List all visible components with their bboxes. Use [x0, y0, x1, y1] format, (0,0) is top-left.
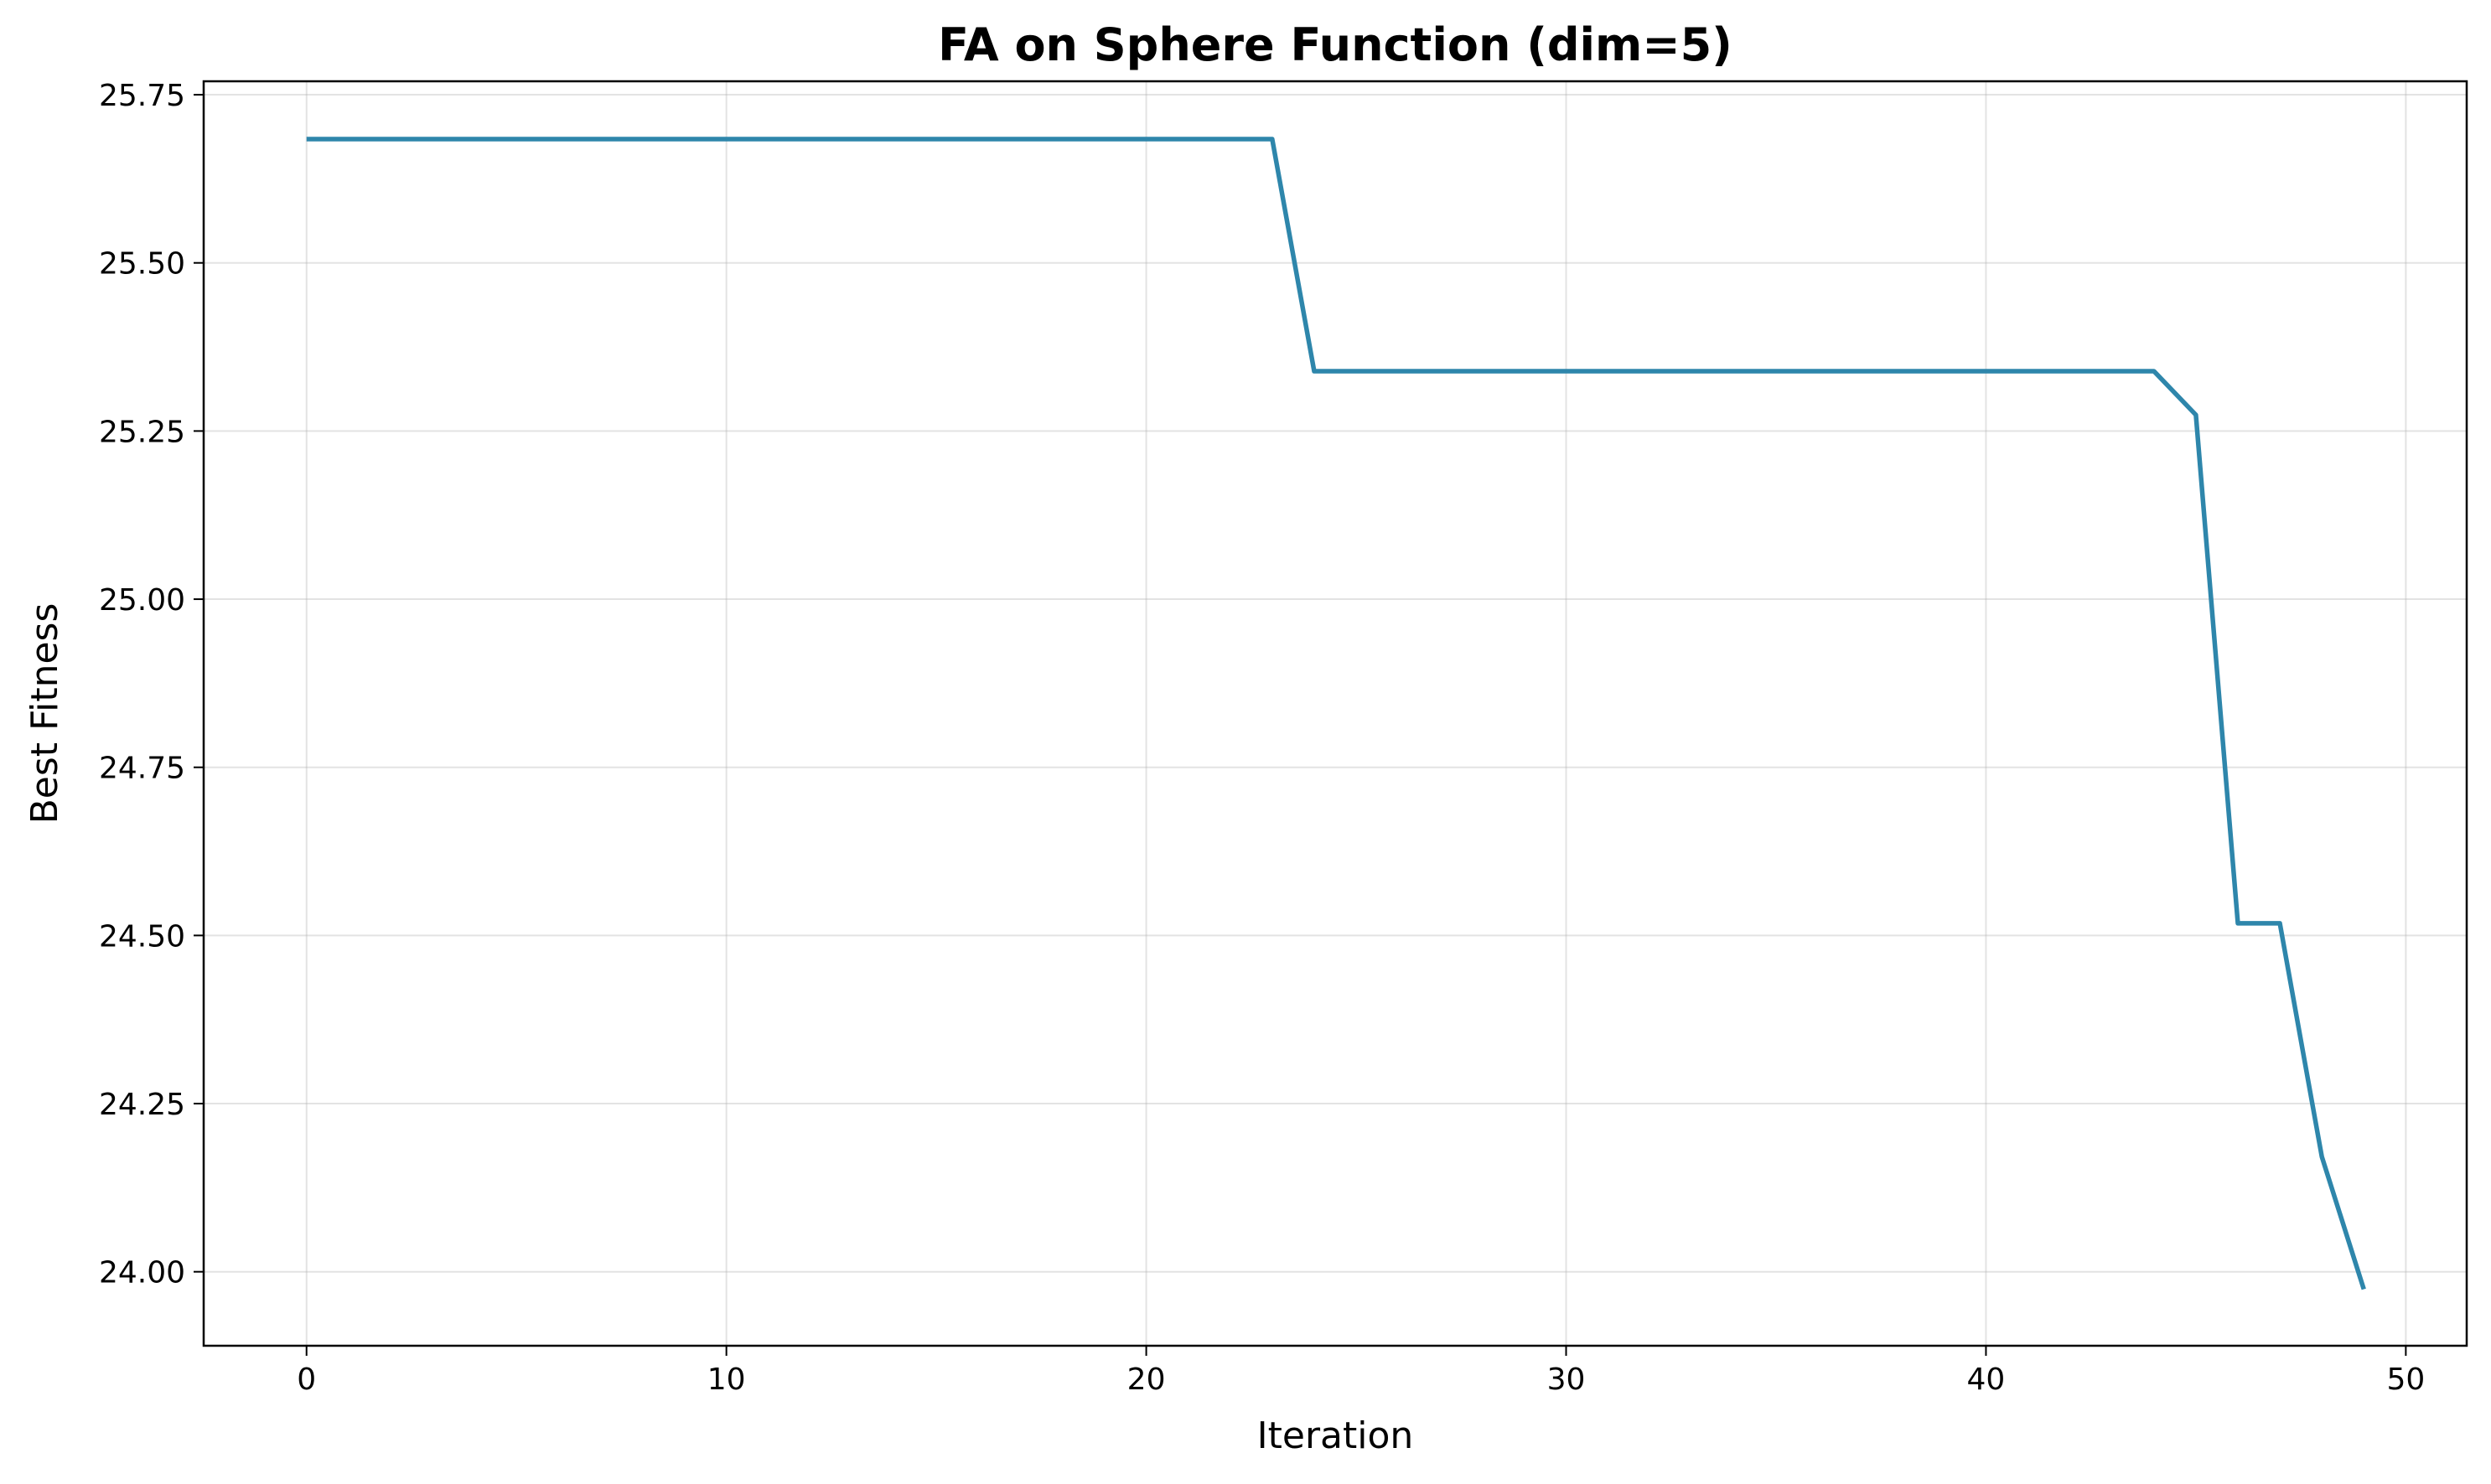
data-point	[2277, 921, 2282, 926]
data-point	[346, 137, 351, 142]
data-point	[598, 137, 603, 142]
data-point	[1815, 369, 1820, 374]
grid	[204, 81, 2467, 1346]
data-point	[1941, 369, 1946, 374]
data-point	[1186, 137, 1191, 142]
data-point	[850, 137, 855, 142]
data-point	[1479, 369, 1484, 374]
y-tick-label: 24.50	[99, 919, 185, 954]
x-tick-label: 20	[1127, 1362, 1166, 1397]
y-tick-label: 25.50	[99, 247, 185, 282]
y-axis-label: Best Fitness	[23, 603, 66, 825]
chart-title: FA on Sphere Function (dim=5)	[938, 18, 1732, 71]
data-point	[1564, 369, 1569, 374]
data-point	[472, 137, 477, 142]
data-point	[1983, 369, 1988, 374]
data-point	[1648, 369, 1653, 374]
y-tick-label: 24.25	[99, 1088, 185, 1122]
x-tick-label: 30	[1547, 1362, 1586, 1397]
data-point	[2152, 369, 2157, 374]
y-tick-label: 24.00	[99, 1256, 185, 1290]
data-point	[430, 137, 435, 142]
data-point	[2026, 369, 2031, 374]
series-line	[306, 137, 2366, 1290]
x-tick-label: 0	[297, 1362, 316, 1397]
y-tick-label: 25.25	[99, 415, 185, 449]
data-point	[1606, 369, 1611, 374]
data-point	[1144, 137, 1149, 142]
data-point	[1437, 369, 1442, 374]
data-point	[1899, 369, 1904, 374]
y-tick-label: 24.75	[99, 752, 185, 786]
data-point	[1228, 137, 1233, 142]
x-axis-ticks: 0 10 20 30 40 50	[297, 1346, 2425, 1397]
y-axis-ticks: 24.00 24.25 24.50 24.75 25.00 25.25 25.50 25.75	[99, 79, 204, 1290]
data-point	[1690, 369, 1695, 374]
y-tick-label: 25.75	[99, 79, 185, 113]
x-tick-label: 10	[707, 1362, 746, 1397]
data-point	[2319, 1154, 2324, 1159]
data-point	[1732, 369, 1737, 374]
data-point	[1018, 137, 1023, 142]
data-point	[934, 137, 939, 142]
data-point	[682, 137, 687, 142]
data-point	[640, 137, 645, 142]
y-tick-label: 25.00	[99, 583, 185, 618]
data-point	[1270, 137, 1275, 142]
data-point	[2110, 369, 2115, 374]
data-point	[1312, 369, 1317, 374]
data-point	[766, 137, 771, 142]
data-point	[1354, 369, 1359, 374]
data-point	[808, 137, 813, 142]
data-point	[976, 137, 981, 142]
series-layer	[304, 137, 2366, 1292]
data-point	[1521, 369, 1526, 374]
data-point	[724, 137, 729, 142]
data-point	[1059, 137, 1064, 142]
data-point	[388, 137, 393, 142]
plot-area-frame	[202, 80, 2468, 1347]
data-point	[514, 137, 519, 142]
data-point	[2235, 921, 2240, 926]
data-point	[1774, 369, 1779, 374]
data-point	[304, 137, 309, 142]
data-point	[2193, 412, 2198, 417]
data-point	[1101, 137, 1106, 142]
x-axis-label: Iteration	[1257, 1414, 1414, 1457]
data-point	[1396, 369, 1401, 374]
x-tick-label: 50	[2386, 1362, 2425, 1397]
data-point	[2361, 1287, 2366, 1292]
data-point	[556, 137, 561, 142]
data-point	[2068, 369, 2073, 374]
data-point	[1857, 369, 1862, 374]
data-point	[892, 137, 897, 142]
x-tick-label: 40	[1967, 1362, 2006, 1397]
